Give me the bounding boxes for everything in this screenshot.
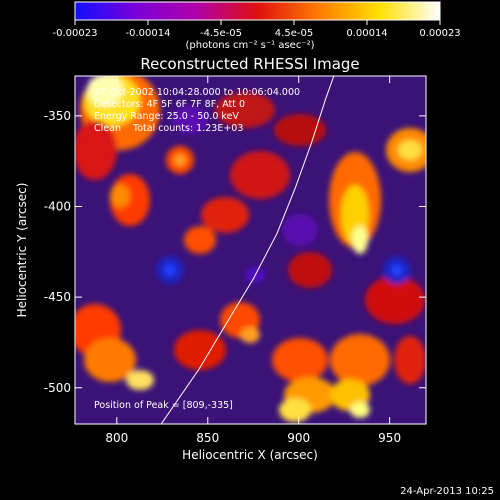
y-axis-label: Heliocentric Y (arcsec): [15, 183, 29, 318]
x-axis-label: Heliocentric X (arcsec): [182, 448, 318, 462]
heatmap-blob: [201, 197, 249, 233]
heatmap-blob: [391, 264, 403, 276]
heatmap-blob: [172, 106, 208, 134]
y-tick-label: -500: [44, 381, 71, 395]
footer-timestamp: 24-Apr-2013 10:25: [400, 486, 494, 497]
heatmap-blob: [350, 402, 370, 418]
colorbar-tick-label: -4.5e-05: [200, 28, 242, 39]
y-tick-label: -350: [44, 109, 71, 123]
plot-area: 800 850 900 950 -350 -400 -450 -500: [44, 75, 427, 445]
x-tick-label: 900: [287, 431, 310, 445]
heatmap-blob: [215, 92, 275, 128]
heatmap-blob: [330, 334, 390, 386]
colorbar-tick-label: 0.00023: [419, 28, 460, 39]
heatmap-blob: [274, 114, 326, 146]
colorbar-unit-label: (photons cm⁻² s⁻¹ asec⁻²): [185, 40, 314, 51]
annotation-clean: Clean: [94, 123, 121, 134]
heatmap-blob: [164, 264, 176, 276]
plot-frame: [74, 75, 427, 425]
colorbar-gradient: [74, 1, 441, 21]
heatmap-blob: [394, 336, 426, 384]
heatmap-blob: [184, 226, 216, 254]
heatmap-blob: [110, 184, 130, 208]
heatmap-blob: [365, 276, 425, 324]
annotation-peak: Position of Peak = [809,-335]: [94, 400, 233, 411]
colorbar: -0.00023 -0.00014 -4.5e-05 4.5e-05 0.00014 0.…: [53, 1, 461, 51]
heatmap-blob: [282, 214, 318, 246]
y-tick-label: -450: [44, 290, 71, 304]
solar-limb-line: [160, 76, 335, 424]
heatmap-blob: [240, 327, 260, 343]
heatmap-blob: [87, 76, 123, 106]
heatmap-blob: [84, 338, 136, 382]
y-tick-label: -400: [44, 200, 71, 214]
colorbar-tick-label: -0.00023: [53, 28, 98, 39]
colorbar-tick-label: -0.00014: [126, 28, 171, 39]
colorbar-tick-label: 4.5e-05: [275, 28, 313, 39]
heatmap-blob: [75, 120, 117, 180]
x-tick-label: 850: [196, 431, 219, 445]
heatmap-blob: [279, 398, 311, 422]
colorbar-tick-label: 0.00014: [346, 28, 387, 39]
heatmap-blob: [352, 226, 368, 254]
heatmap-blob: [272, 338, 328, 382]
heatmap-blob: [230, 151, 290, 199]
x-tick-label: 800: [105, 431, 128, 445]
heatmap-blob: [174, 330, 226, 370]
annotation-counts: Total counts: 1.23E+03: [132, 123, 243, 134]
heatmap-blob: [288, 252, 332, 288]
axis-ticks: 800 850 900 950 -350 -400 -450 -500: [44, 76, 426, 445]
annotation-detectors: Detectors: 4F 5F 6F 7F 8F, Att 0: [94, 99, 245, 110]
heatmap-blob: [174, 154, 186, 166]
x-tick-label: 950: [378, 431, 401, 445]
colorbar-ticks: -0.00023 -0.00014 -4.5e-05 4.5e-05 0.00014 0.…: [53, 20, 461, 39]
heatmap-image: [75, 76, 426, 422]
annotation-time: 27-Oct-2002 10:04:28.000 to 10:06:04.000: [94, 87, 300, 98]
heatmap-blob: [126, 370, 154, 390]
heatmap-blob: [398, 140, 422, 160]
chart-title: Reconstructed RHESSI Image: [140, 55, 359, 73]
annotation-energy: Energy Range: 25.0 - 50.0 keV: [94, 111, 239, 122]
plot-annotations: 27-Oct-2002 10:04:28.000 to 10:06:04.000…: [94, 87, 300, 411]
